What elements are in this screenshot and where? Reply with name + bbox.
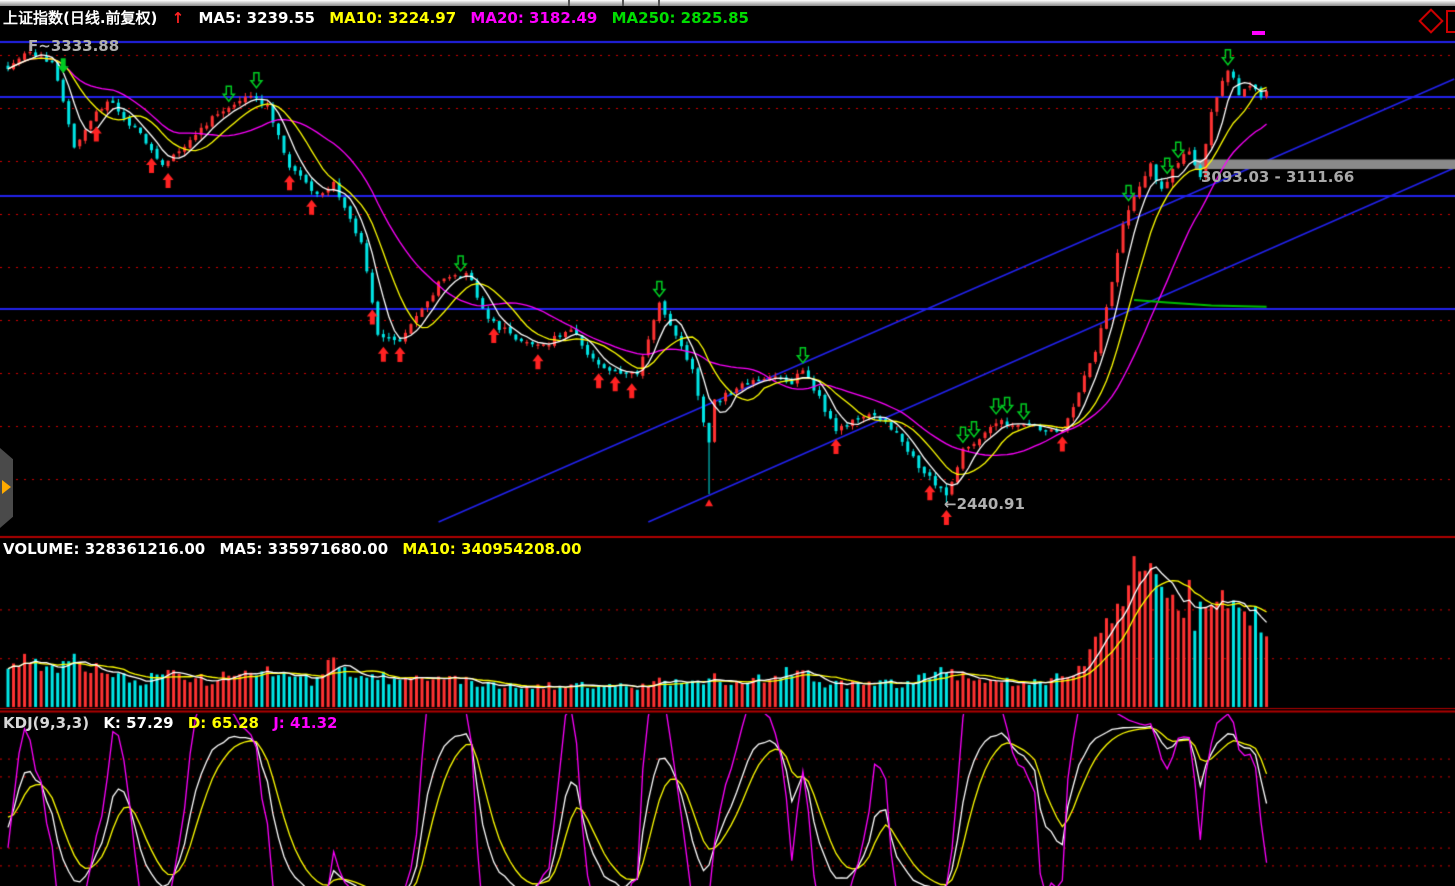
trend-up-arrow-icon: ↑ [171,9,185,27]
kdj-d-label: D: 65.28 [187,714,259,732]
ma250-label: MA250: 2825.85 [611,9,749,27]
toolbar-separator [658,0,660,6]
volume-ma10-label: MA10: 340954208.00 [402,540,582,558]
ma10-label: MA10: 3224.97 [329,9,457,27]
volume-value-label: VOLUME: 328361216.00 [3,540,206,558]
toolbar-separator [622,0,624,6]
volume-pane-header: VOLUME: 328361216.00 MA5: 335971680.00 M… [3,540,591,558]
kdj-pane-header: KDJ(9,3,3) K: 57.29 D: 65.28 J: 41.32 [3,714,346,732]
volume-ma5-label: MA5: 335971680.00 [219,540,389,558]
kdj-name-label: KDJ(9,3,3) [3,714,90,732]
main-pane-header: 上证指数(日线.前复权) ↑ MA5: 3239.55 MA10: 3224.9… [3,7,758,28]
toolbar-bottom-strip [0,0,1455,6]
kdj-k-label: K: 57.29 [103,714,174,732]
peak-price-label: F~3333.88 [28,37,120,55]
expand-right-arrow-icon [2,480,11,494]
instrument-title: 上证指数(日线.前复权) [3,9,158,27]
left-panel-expand-handle[interactable] [0,448,13,528]
trough-price-label: ←2440.91 [944,495,1025,513]
toolbar-separator [568,0,570,6]
drawing-anchor-marker [1252,31,1265,35]
square-drawing-tool-icon[interactable] [1446,10,1455,33]
ma20-label: MA20: 3182.49 [470,9,598,27]
gap-range-label: 3093.03 - 3111.66 [1201,168,1355,186]
kdj-j-label: J: 41.32 [273,714,338,732]
ma5-label: MA5: 3239.55 [198,9,315,27]
